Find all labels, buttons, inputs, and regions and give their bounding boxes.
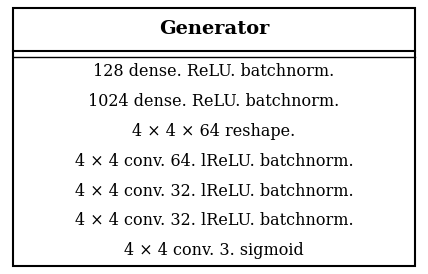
Text: 1024 dense. ReLU. batchnorm.: 1024 dense. ReLU. batchnorm. — [88, 93, 340, 110]
Text: 4 × 4 conv. 64. lReLU. batchnorm.: 4 × 4 conv. 64. lReLU. batchnorm. — [75, 153, 353, 170]
Text: 4 × 4 × 64 reshape.: 4 × 4 × 64 reshape. — [132, 123, 296, 140]
Text: 4 × 4 conv. 32. lReLU. batchnorm.: 4 × 4 conv. 32. lReLU. batchnorm. — [75, 182, 353, 200]
Text: 128 dense. ReLU. batchnorm.: 128 dense. ReLU. batchnorm. — [93, 63, 335, 80]
Text: 4 × 4 conv. 3. sigmoid: 4 × 4 conv. 3. sigmoid — [124, 242, 304, 259]
Text: 4 × 4 conv. 32. lReLU. batchnorm.: 4 × 4 conv. 32. lReLU. batchnorm. — [75, 212, 353, 230]
Text: Generator: Generator — [159, 21, 269, 38]
